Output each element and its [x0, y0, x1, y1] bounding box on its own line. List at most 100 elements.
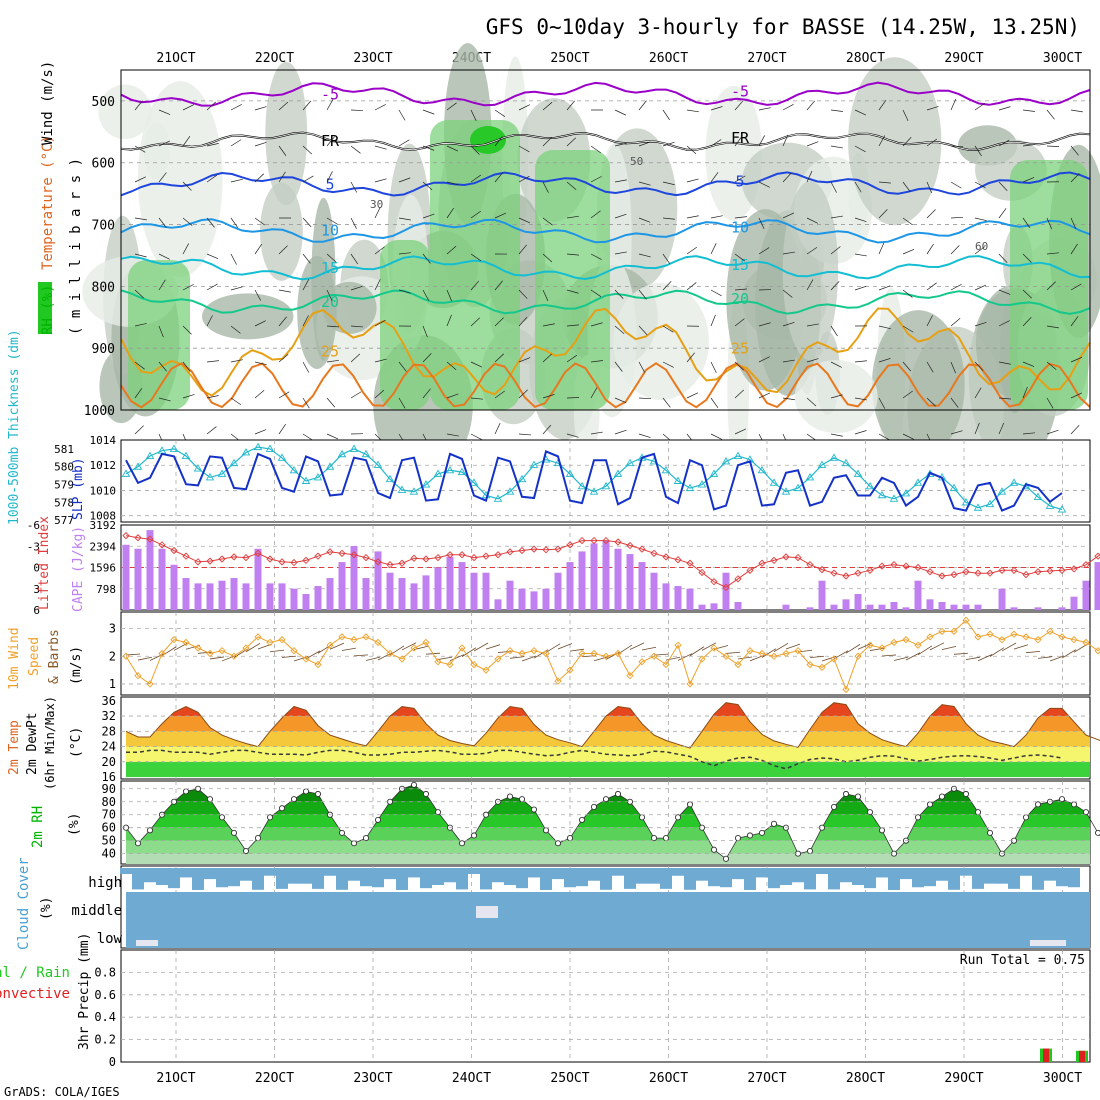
surface-wind-barb	[473, 642, 489, 652]
rh-line-point	[578, 816, 586, 823]
thickness-line-point	[145, 451, 155, 459]
thickness-line-point	[697, 480, 707, 488]
cape-bar	[974, 604, 982, 610]
rh-line-point	[866, 809, 874, 816]
rh-line-point	[302, 788, 310, 795]
li-line-point	[446, 551, 454, 559]
precip-y-tick: 0.6	[94, 988, 116, 1002]
wind-barb	[230, 139, 242, 147]
wind-barb	[446, 181, 459, 186]
surface-wind-barb	[377, 652, 393, 661]
wind-barb	[326, 433, 339, 440]
wind-barb	[230, 217, 239, 229]
wind-barb	[566, 137, 577, 147]
thickness-line-point	[565, 469, 575, 477]
thickness-line-point	[961, 497, 971, 506]
li-line-point	[314, 552, 322, 560]
surface-wind-barb	[509, 656, 525, 659]
wind-barb	[566, 253, 579, 256]
wind-barb	[590, 387, 598, 399]
thickness-line-point	[685, 483, 695, 492]
cloud-high-bar	[984, 868, 996, 884]
cloud-high-bar	[708, 868, 720, 887]
wind-barb	[758, 356, 770, 363]
top-x-tick: 21OCT	[156, 51, 195, 66]
thickness-axis-labels: 1000-500mb Thickness (dm) SLP (mb)	[7, 329, 86, 525]
li-line-point	[266, 555, 274, 563]
wind-barb	[422, 353, 432, 363]
rh-line-point	[614, 790, 622, 798]
cloud-high-bar	[792, 868, 804, 883]
wind-barb	[182, 136, 191, 147]
rh-line-point	[842, 790, 850, 798]
wind-speed-line-point	[590, 649, 598, 658]
cloud-high-bar	[840, 868, 852, 883]
wind-barb	[614, 361, 623, 372]
wind-barb	[182, 181, 192, 191]
wind-barb	[638, 100, 647, 111]
wind-barb	[1046, 397, 1054, 409]
wind-barb	[830, 215, 843, 219]
cloud-high-bar	[372, 868, 384, 888]
li-y-tick: -6	[27, 519, 40, 532]
wind-barb	[350, 286, 363, 291]
wind-barb	[470, 397, 483, 400]
wind-barb	[182, 394, 195, 399]
temp-ylabel-1: 2m Temp	[7, 720, 22, 775]
wind-barb	[470, 361, 483, 368]
surface-wind-barb	[701, 642, 717, 651]
wind-barb	[878, 397, 886, 409]
cape-bar	[830, 604, 838, 610]
rh-line-point	[986, 829, 994, 836]
thickness-line-point	[529, 460, 539, 468]
wind-speed-line-point	[1022, 633, 1030, 641]
wind-barb	[494, 172, 503, 183]
cape-bar	[362, 578, 370, 610]
wind-barb	[1046, 217, 1053, 230]
surface-wind-barb	[593, 656, 609, 662]
wind-speed-line-point	[998, 636, 1006, 644]
cape-bar	[254, 548, 262, 610]
wind-speed-line-point	[134, 671, 142, 680]
precip-y-tick: 0.8	[94, 965, 116, 979]
wind-speed-line-point	[602, 652, 610, 660]
surface-wind-barb	[1049, 655, 1065, 662]
rh-contour-label: 50	[630, 155, 643, 168]
wind-speed-line-point	[758, 649, 766, 658]
wind-barb	[158, 361, 167, 372]
cloud-high-bar	[804, 868, 816, 890]
wind-panel: 1 2 3	[109, 611, 1100, 696]
rh-line-point	[878, 827, 886, 834]
cloud-high-bar	[516, 868, 528, 889]
wind-speed-line-point	[242, 644, 250, 652]
wind-barb	[782, 103, 794, 111]
wind-barb	[734, 428, 747, 435]
cloud-high-bar	[396, 868, 408, 890]
wind-barb	[542, 323, 555, 327]
wind-speed-line-point	[854, 652, 862, 660]
cape-bar	[1082, 580, 1090, 610]
surface-wind-barb	[449, 654, 465, 662]
cape-bar	[314, 586, 322, 610]
wind-barb	[422, 213, 435, 219]
wind-barb	[278, 101, 289, 111]
cape-bar	[266, 583, 274, 610]
wind-barb	[542, 353, 553, 363]
rh-line-point	[254, 835, 262, 842]
wind-barb	[878, 242, 885, 255]
surface-wind-barb	[137, 656, 153, 661]
slp-y-tick: 1014	[90, 434, 117, 447]
wind-speed-line-point	[1070, 636, 1078, 644]
wind-barb	[902, 249, 915, 255]
wind-barb	[926, 106, 939, 111]
wind-speed-line-point	[986, 630, 994, 638]
surface-wind-barb	[353, 654, 369, 657]
li-line-point	[986, 569, 994, 577]
cape-ylabel: CAPE (J/kg)	[71, 526, 86, 612]
li-line-point	[854, 569, 862, 577]
thickness-line-point	[289, 465, 299, 474]
wind-barb	[470, 210, 482, 219]
surface-wind-barb	[665, 656, 681, 661]
wind-speed-line-point	[170, 636, 178, 644]
